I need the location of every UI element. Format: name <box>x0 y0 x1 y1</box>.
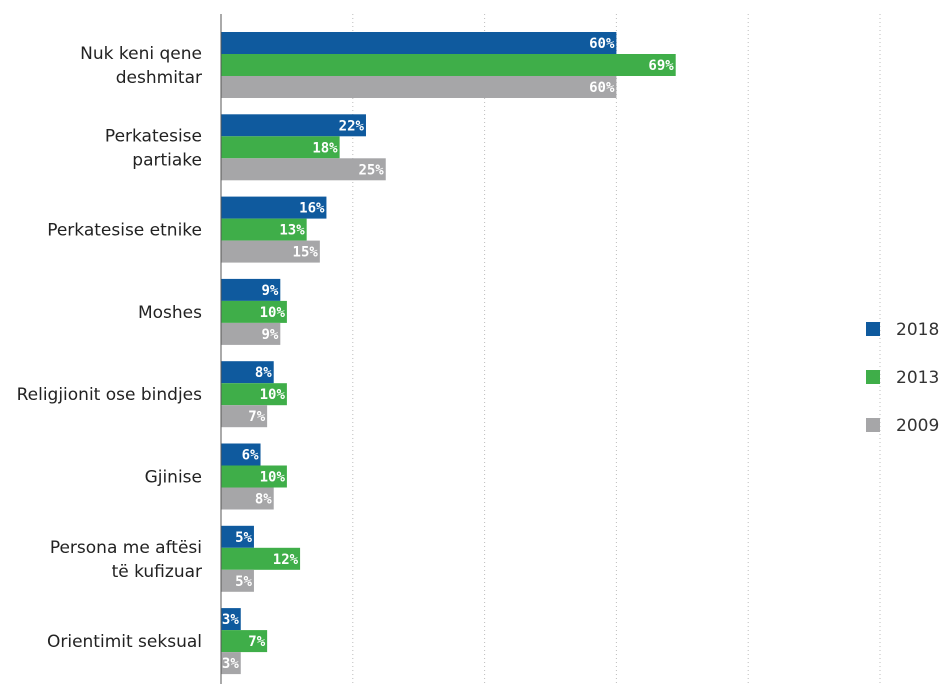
data-label: 15% <box>293 245 319 261</box>
bar <box>221 465 287 488</box>
data-label: 18% <box>312 140 338 156</box>
legend: 2018 2013 2009 <box>866 320 939 436</box>
data-label: 60% <box>589 80 615 96</box>
data-label: 9% <box>261 327 278 343</box>
data-label: 3% <box>222 656 239 672</box>
legend-label: 2018 <box>896 320 939 340</box>
bar <box>221 218 307 241</box>
bar <box>221 487 274 510</box>
data-label: 5% <box>235 574 252 590</box>
bar <box>221 547 301 570</box>
category-label: Orientimit seksual <box>47 632 202 652</box>
bar <box>221 322 281 345</box>
data-label: 9% <box>261 283 278 299</box>
legend-swatch <box>866 322 880 336</box>
bar <box>221 383 287 406</box>
value-labels: 60% 69% 60% 22%18% 25% 16% 13% 15% 9% 10% 9% 8% 10% 7… <box>222 36 674 672</box>
data-label: 3% <box>222 612 239 628</box>
legend-label: 2013 <box>896 368 939 388</box>
category-label: Religjionit ose bindjes <box>17 385 203 405</box>
data-label: 16% <box>299 201 325 217</box>
bar <box>221 405 268 428</box>
bar <box>221 300 287 323</box>
legend-swatch <box>866 370 880 384</box>
category-label: Gjinise <box>145 468 202 488</box>
bar <box>221 569 254 592</box>
category-label: Perkatesise etnike <box>47 221 202 241</box>
data-label: 69% <box>648 58 674 74</box>
data-label: 10% <box>260 387 286 403</box>
data-label: 5% <box>235 530 252 546</box>
bar <box>221 361 274 384</box>
data-label: 7% <box>248 634 265 650</box>
bar <box>221 443 261 466</box>
legend-label: 2009 <box>896 416 939 436</box>
category-labels: Nuk keni qene deshmitar Perkatesise partiak… <box>17 44 203 652</box>
data-label: 12% <box>273 552 299 568</box>
data-label: 10% <box>260 305 286 321</box>
category-label: Moshes <box>138 303 202 323</box>
bar <box>221 32 617 54</box>
bar <box>221 54 676 76</box>
legend-swatch <box>866 418 880 432</box>
category-label: Perkatesise partiake <box>105 126 202 170</box>
category-label: Nuk keni qene deshmitar <box>80 44 202 88</box>
bar <box>221 76 617 98</box>
data-label: 6% <box>242 448 259 464</box>
bar <box>221 114 366 137</box>
data-label: 60% <box>589 36 615 52</box>
bar <box>221 240 320 263</box>
bar <box>221 525 254 548</box>
bar <box>221 278 281 301</box>
data-label: 25% <box>358 162 384 178</box>
data-label: 10% <box>260 470 286 486</box>
data-label: 13% <box>279 223 305 239</box>
bar <box>221 652 241 675</box>
data-label: 7% <box>248 409 265 425</box>
category-label: Persona me aftësi të kufizuar <box>50 538 202 582</box>
bar <box>221 196 327 219</box>
bar <box>221 630 268 653</box>
gridlines <box>352 14 881 684</box>
data-label: 8% <box>255 492 272 508</box>
data-label: 8% <box>255 365 272 381</box>
bar <box>221 608 241 631</box>
data-label: 22% <box>339 118 365 134</box>
bar <box>221 136 340 159</box>
bars <box>221 32 676 675</box>
bar <box>221 158 386 181</box>
